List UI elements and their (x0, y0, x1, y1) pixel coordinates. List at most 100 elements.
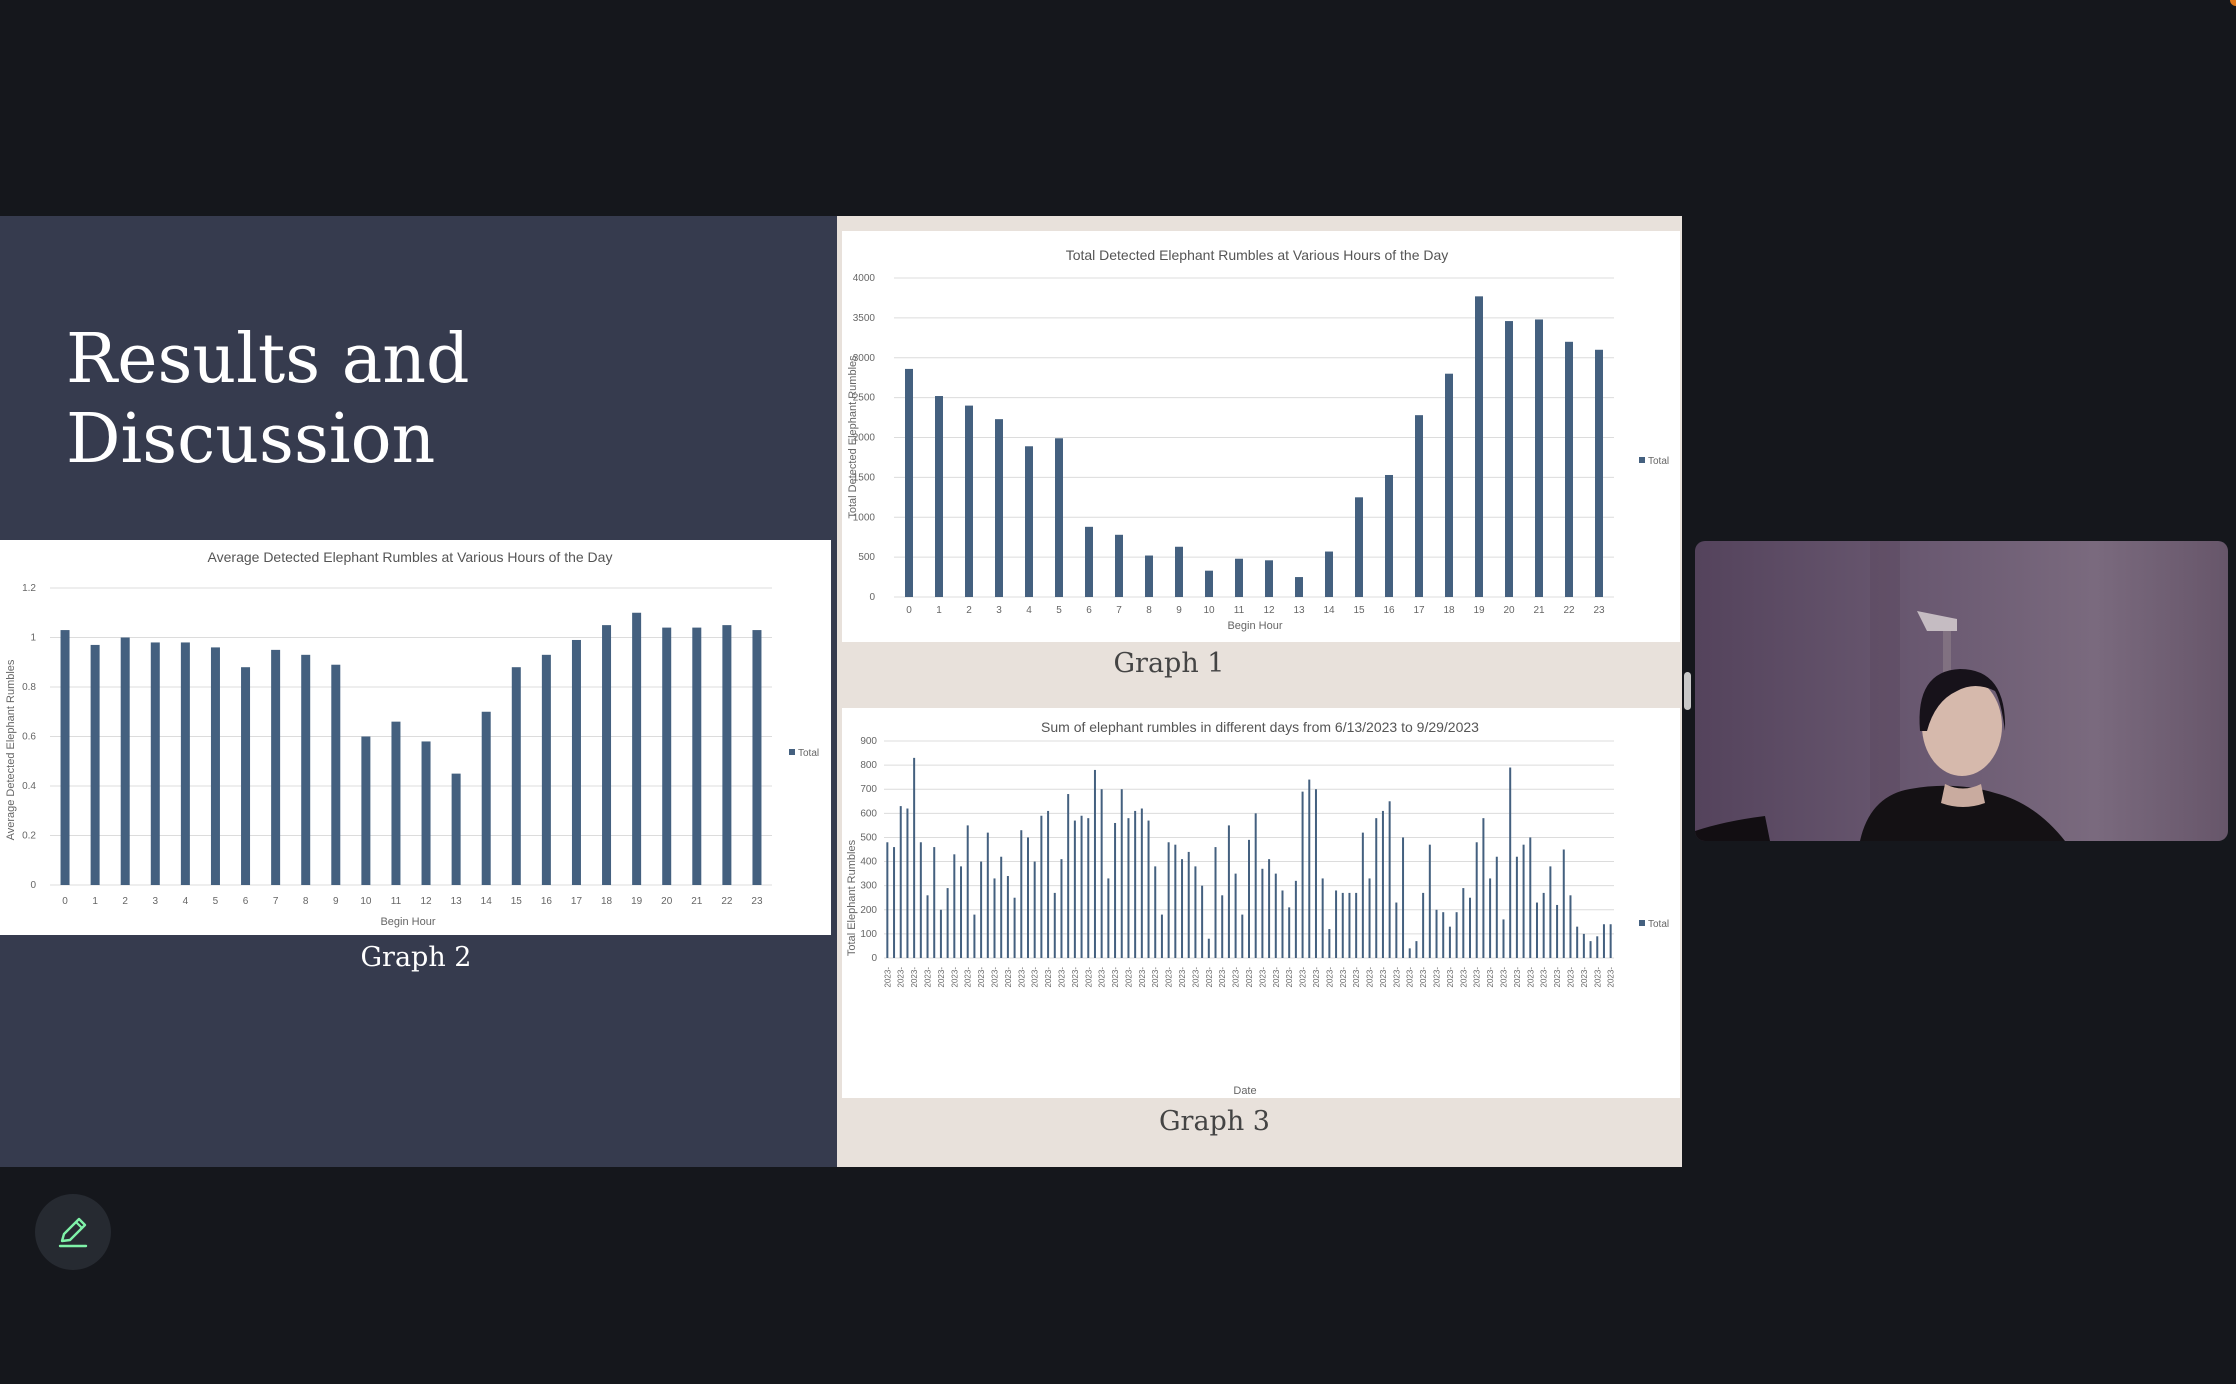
graph-3-x-tick-label: 2023- (883, 967, 892, 988)
panel-resize-handle[interactable] (1684, 672, 1691, 710)
graph-1-x-tick-label: 14 (1323, 605, 1335, 616)
graph-2-x-tick-label: 1 (92, 896, 98, 907)
graph-3-bar (1214, 847, 1217, 958)
graph-1-x-tick-label: 13 (1293, 605, 1305, 616)
graph-1-x-tick-label: 15 (1353, 605, 1365, 616)
graph-3-x-tick-label: 2023- (1124, 967, 1133, 988)
graph-3-bar (1602, 924, 1605, 958)
graph-3-bar (1515, 856, 1518, 958)
graph-3-bar (1489, 878, 1492, 958)
graph-2-x-tick-label: 22 (721, 896, 733, 907)
graph-2-bar (241, 667, 251, 885)
graph-3-bar (1569, 895, 1572, 958)
graph-3-x-tick-label: 2023- (1151, 967, 1160, 988)
annotate-pen-button[interactable] (35, 1194, 111, 1270)
window-corner-indicator (2230, 0, 2236, 6)
graph-3-bar (1301, 791, 1304, 958)
graph-3-bar (1522, 844, 1525, 958)
graph-1-x-tick-label: 8 (1146, 605, 1152, 616)
graph-3-y-tick-label: 600 (860, 808, 877, 819)
graph-3-x-tick-label: 2023- (924, 967, 933, 988)
graph-3-caption: Graph 3 (1158, 1106, 1270, 1137)
graph-3-x-tick-label: 2023- (1526, 967, 1535, 988)
graph-3-bar (1053, 892, 1056, 958)
graph-2-bar (571, 639, 581, 885)
graph-2-legend-swatch (789, 749, 795, 755)
graph-3-bar (1114, 822, 1117, 958)
graph-3-x-tick-label: 2023- (1446, 967, 1455, 988)
graph-1-bar (1055, 438, 1063, 597)
graph-3-x-tick-label: 2023- (1566, 967, 1575, 988)
graph-3-bar (1033, 861, 1036, 958)
graph-3-y-tick-label: 200 (860, 905, 877, 916)
graph-2-x-tick-label: 19 (631, 896, 643, 907)
graph-3-bar (1596, 936, 1599, 958)
graph-2-x-tick-label: 0 (62, 896, 68, 907)
graph-1-bar (1265, 560, 1273, 597)
graph-3-bar (1241, 914, 1244, 958)
graph-2-x-tick-label: 2 (122, 896, 128, 907)
graph-3-x-tick-label: 2023- (1138, 967, 1147, 988)
graph-3-bar (1093, 769, 1096, 958)
graph-2-svg: Average Detected Elephant Rumbles at Var… (5, 549, 819, 928)
graph-3-bar (1020, 830, 1023, 958)
graph-3-x-tick-label: 2023- (1325, 967, 1334, 988)
graph-3-bar (1281, 890, 1284, 958)
graph-2-x-tick-label: 8 (303, 896, 309, 907)
graph-3-bar (1254, 813, 1257, 958)
graph-1-x-tick-label: 12 (1263, 605, 1275, 616)
graph-3-bar (1268, 859, 1271, 958)
graph-1-bar (1505, 321, 1513, 597)
graph-3-bar (960, 866, 963, 958)
graph-3-x-tick-label: 2023- (1419, 967, 1428, 988)
graph-1-bar (1145, 555, 1153, 597)
graph-3-bar (1589, 941, 1592, 958)
graph-3-bar (1328, 929, 1331, 958)
graph-2-bar (331, 664, 341, 885)
graph-2-x-tick-label: 7 (273, 896, 279, 907)
graph-3-x-tick-label: 2023- (1299, 967, 1308, 988)
graph-3-bar (1341, 892, 1344, 958)
participant-video-image (1695, 541, 2065, 841)
graph-3-bar (1080, 815, 1083, 958)
graph-2-bar (632, 612, 642, 885)
graph-3-bar (1529, 837, 1532, 958)
graph-3-bar (980, 861, 983, 958)
graph-3-bar (1435, 909, 1438, 958)
graph-2-x-axis-label: Begin Hour (380, 916, 435, 928)
graph-2-x-tick-label: 9 (333, 896, 339, 907)
graph-3-bar (1174, 844, 1177, 958)
graph-3-x-tick-label: 2023- (1165, 967, 1174, 988)
graph-3-x-tick-label: 2023- (1205, 967, 1214, 988)
graph-3-bar (1415, 941, 1418, 958)
graph-2-bar (481, 711, 491, 885)
participant-video-tile[interactable] (1695, 541, 2228, 841)
graph-1-x-tick-label: 23 (1593, 605, 1605, 616)
graph-3-bar (919, 842, 922, 958)
graph-3-bar (1127, 818, 1130, 958)
graph-3-x-tick-label: 2023- (1406, 967, 1415, 988)
slide-title: Results and Discussion (66, 320, 766, 480)
graph-3-x-tick-label: 2023- (1312, 967, 1321, 988)
graph-2-bar (451, 773, 461, 885)
graph-1-bar (1355, 497, 1363, 597)
graph-2-bar (361, 736, 371, 885)
graph-3-x-tick-label: 2023- (1540, 967, 1549, 988)
graph-2-bar (90, 644, 100, 885)
graph-1-y-tick-label: 4000 (853, 273, 876, 284)
graph-2-bar (692, 627, 702, 885)
graph-2-title: Average Detected Elephant Rumbles at Var… (208, 549, 613, 565)
graph-3-bar (913, 757, 916, 958)
graph-1-legend-label: Total (1648, 456, 1669, 467)
graph-3-bar (1227, 825, 1230, 958)
graph-3-bar (1013, 897, 1016, 958)
graph-2-legend-label: Total (798, 748, 819, 759)
graph-1-y-tick-label: 3500 (853, 313, 876, 324)
graph-1-y-tick-label: 2000 (853, 433, 876, 444)
graph-2-x-tick-label: 18 (601, 896, 613, 907)
graph-1-x-tick-label: 10 (1203, 605, 1215, 616)
graph-1-bar (1595, 349, 1603, 597)
graph-3-y-axis-label: Total Elephant Rumbles (846, 839, 858, 956)
graph-1-x-tick-label: 20 (1503, 605, 1515, 616)
graph-1-x-tick-label: 1 (936, 605, 942, 616)
